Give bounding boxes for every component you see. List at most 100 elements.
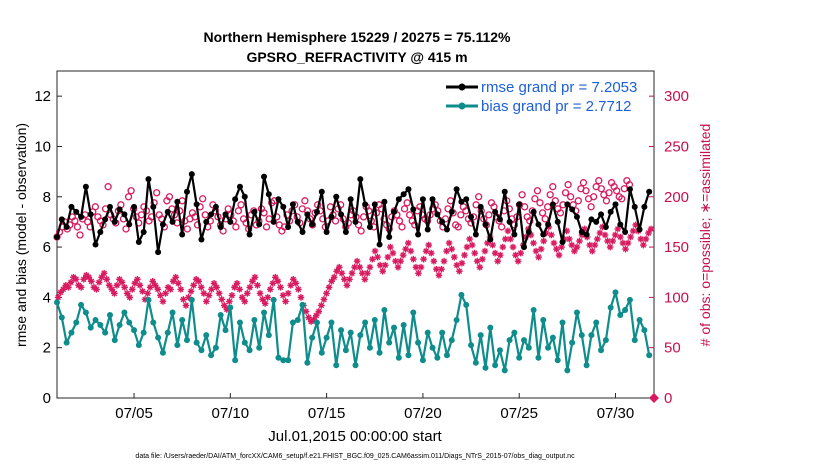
obs-assimilated-point: [558, 243, 565, 251]
obs-assimilated-point: [65, 284, 72, 291]
obs-assimilated-point: [555, 251, 563, 259]
obs-possible-point: [199, 195, 207, 203]
bias-point: [386, 339, 393, 346]
obs-assimilated-point: [435, 271, 443, 279]
obs-assimilated-point: [203, 298, 210, 305]
obs-assimilated-point: [254, 282, 261, 289]
bias-point: [376, 349, 383, 356]
obs-possible-point: [536, 199, 544, 207]
obs-assimilated-point: [333, 267, 341, 275]
obs-assimilated-point: [456, 267, 463, 275]
obs-assimilated-point: [619, 239, 627, 247]
obs-assimilated-point: [118, 278, 126, 286]
obs-assimilated-point: [195, 277, 203, 285]
obs-assimilated-point: [494, 257, 502, 265]
bias-point: [415, 339, 422, 346]
rmse-point: [87, 211, 94, 218]
bias-point: [261, 309, 268, 316]
obs-assimilated-point: [489, 241, 496, 249]
obs-assimilated-point: [121, 284, 128, 291]
bias-point: [573, 309, 580, 316]
bias-point: [338, 327, 345, 334]
rmse-point: [549, 201, 556, 208]
bias-point: [63, 339, 70, 346]
obs-possible-point: [579, 179, 588, 187]
right-tick-label: 250: [664, 138, 689, 155]
bias-point: [106, 311, 113, 318]
rmse-point: [116, 206, 123, 213]
rmse-point: [333, 193, 340, 200]
obs-assimilated-point: [417, 263, 425, 271]
obs-possible-point: [153, 189, 161, 197]
bias-point: [87, 324, 94, 331]
obs-assimilated-point: [295, 286, 302, 293]
rmse-point: [102, 216, 109, 223]
rmse-point: [429, 196, 436, 203]
rmse-point: [482, 221, 489, 228]
rmse-point: [602, 223, 609, 230]
obs-assimilated-point: [134, 275, 141, 283]
y-axis-label: rmse and bias (model - observation): [13, 123, 29, 347]
bias-point: [313, 319, 320, 326]
bias-point: [588, 332, 595, 339]
bias-point: [121, 309, 128, 316]
rmse-point: [227, 218, 234, 225]
obs-assimilated-point: [226, 298, 233, 305]
rmse-point: [121, 211, 128, 218]
rmse-point: [564, 201, 571, 208]
obs-assimilated-point: [318, 302, 325, 309]
bias-point: [256, 344, 263, 351]
obs-possible-point: [71, 217, 79, 225]
bias-point: [246, 347, 253, 354]
rmse-point: [569, 206, 576, 213]
obs-assimilated-point: [611, 231, 619, 239]
bias-point: [516, 354, 523, 361]
rmse-point: [261, 173, 268, 180]
obs-assimilated-point: [272, 273, 279, 281]
bias-point: [58, 314, 65, 321]
bias-point: [535, 354, 542, 361]
obs-possible-point: [531, 195, 539, 203]
rmse-point: [578, 228, 585, 235]
rmse-point: [516, 201, 523, 208]
obs-possible-point: [549, 183, 557, 191]
obs-assimilated-point: [491, 249, 499, 257]
bias-point: [285, 357, 292, 364]
rmse-point: [236, 183, 243, 190]
rmse-point: [588, 216, 595, 223]
obs-possible-point: [398, 223, 406, 231]
bias-point: [275, 354, 282, 361]
bias-point: [294, 317, 301, 324]
bias-point: [126, 319, 133, 326]
legend: rmse grand pr = 7.2053 bias grand pr = 2…: [446, 79, 637, 115]
obs-assimilated-point: [172, 273, 180, 281]
rmse-point: [573, 213, 580, 220]
obs-assimilated-point: [571, 247, 578, 255]
bias-point: [530, 306, 537, 313]
bias-point: [140, 329, 147, 336]
obs-assimilated-point: [297, 294, 305, 301]
bias-point: [569, 339, 576, 346]
obs-assimilated-point: [473, 257, 481, 265]
obs-assimilated-point: [627, 233, 634, 241]
bias-point: [501, 367, 508, 374]
chart-title: Northern Hemisphere 15229 / 20275 = 75.1…: [203, 29, 511, 45]
rmse-point: [612, 201, 619, 208]
rmse-point: [54, 234, 60, 241]
obs-assimilated-point: [517, 249, 525, 257]
rmse-point: [294, 218, 301, 225]
bias-point: [617, 311, 624, 318]
obs-assimilated-point: [205, 292, 213, 299]
obs-possible-point: [605, 189, 613, 197]
rmse-point: [598, 211, 605, 218]
bias-point: [328, 319, 335, 326]
bias-point: [188, 296, 195, 303]
bias-point: [251, 317, 258, 324]
obs-possible-point: [602, 197, 611, 205]
bias-point: [564, 367, 571, 374]
rmse-point: [626, 186, 633, 193]
rmse-point: [155, 249, 162, 256]
x-tick-label: 07/10: [212, 405, 250, 422]
obs-possible-point: [395, 217, 404, 225]
bias-point: [448, 337, 455, 344]
